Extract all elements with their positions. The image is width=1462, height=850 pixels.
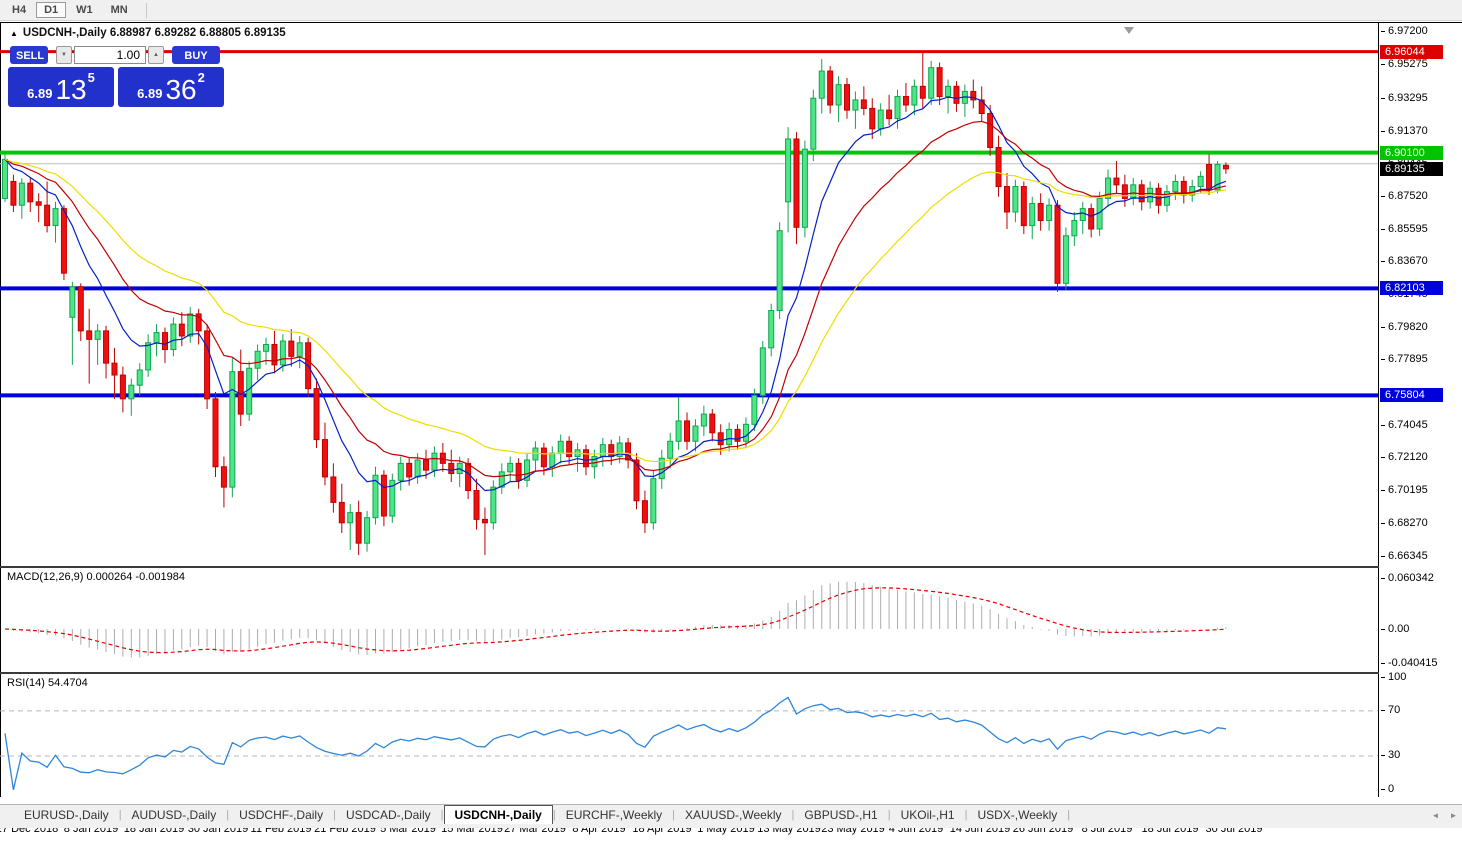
chart-title: ▲ USDCNH-,Daily 6.88987 6.89282 6.88805 6…	[10, 27, 286, 39]
chart-tab[interactable]: USDCNH-,Daily	[443, 805, 553, 825]
tab-separator: |	[226, 809, 230, 821]
sell-price-tile[interactable]: 6.89 13 5	[8, 67, 114, 107]
timeframe-toolbar: H4 D1 W1 MN	[0, 0, 1462, 21]
macd-indicator-chart[interactable]	[0, 569, 1378, 671]
volume-decrement-button[interactable]: ▼	[56, 46, 72, 64]
chart-shift-marker-icon[interactable]	[1124, 27, 1134, 34]
chart-tab[interactable]: USDX-,Weekly	[977, 808, 1058, 822]
rsi-label: RSI(14) 54.4704	[7, 677, 88, 689]
macd-axis-label: -0.040415	[1381, 657, 1438, 670]
buy-price-tile[interactable]: 6.89 36 2	[118, 67, 224, 107]
price-axis-label: 6.68270	[1381, 517, 1428, 530]
rsi-axis-label: 0	[1381, 783, 1394, 796]
price-axis-label: 6.74045	[1381, 419, 1428, 432]
price-level-badge: 6.89135	[1380, 162, 1443, 176]
macd-axis-label: 0.060342	[1381, 572, 1434, 585]
rsi-axis-label: 70	[1381, 704, 1400, 717]
tab-separator: |	[333, 809, 336, 821]
tab-separator: |	[440, 809, 444, 821]
sell-price-sup: 5	[87, 70, 95, 85]
price-level-badge: 6.96044	[1380, 45, 1443, 59]
tab-separator: |	[964, 809, 968, 821]
collapse-triangle-icon[interactable]: ▲	[10, 29, 18, 38]
chart-tab-bar: EURUSD-,Daily | AUDUSD-,Daily | USDCHF-,Dail…	[0, 804, 1462, 825]
price-axis-label: 6.95275	[1381, 58, 1428, 71]
price-level-badge: 6.75804	[1380, 388, 1443, 402]
sell-price-prefix: 6.89	[27, 86, 53, 101]
rsi-indicator-chart[interactable]	[0, 675, 1378, 797]
price-axis-label: 6.70195	[1381, 484, 1428, 497]
chart-tab[interactable]: AUDUSD-,Daily	[131, 808, 217, 822]
price-level-badge: 6.90100	[1380, 146, 1443, 160]
spinner-down-icon: ▼	[61, 52, 67, 58]
toolbar-separator	[145, 2, 147, 18]
rsi-axis-label: 30	[1381, 749, 1400, 762]
price-axis-label: 6.79820	[1381, 321, 1428, 334]
macd-label: MACD(12,26,9) 0.000264 -0.001984	[7, 571, 185, 583]
chart-tab[interactable]: UKOil-,H1	[900, 808, 955, 822]
price-axis-label: 6.66345	[1381, 550, 1428, 563]
timeframe-button-mn[interactable]: MN	[103, 2, 136, 18]
chart-window: ▲ USDCNH-,Daily 6.88987 6.89282 6.88805 6…	[0, 22, 1462, 850]
price-axis-label: 6.93295	[1381, 92, 1428, 105]
timeframe-button-w1[interactable]: W1	[68, 2, 101, 18]
buy-button[interactable]: BUY	[172, 46, 220, 64]
timeframe-button-d1[interactable]: D1	[36, 2, 67, 18]
tab-separator: |	[1067, 809, 1071, 821]
scroll-strip[interactable]	[0, 797, 1462, 804]
window-top-border	[0, 22, 1462, 23]
tab-scroll-right-button[interactable]: ►	[1449, 811, 1458, 820]
pane-divider-macd[interactable]	[0, 566, 1379, 568]
price-axis-label: 6.83670	[1381, 255, 1428, 268]
chart-title-text: USDCNH-,Daily 6.88987 6.89282 6.88805 6.…	[22, 27, 286, 39]
pane-divider-rsi[interactable]	[0, 672, 1379, 674]
chart-tab[interactable]: EURUSD-,Daily	[24, 808, 109, 822]
price-axis-label: 6.72120	[1381, 451, 1428, 464]
chart-tab[interactable]: USDCAD-,Daily	[345, 808, 431, 822]
tab-separator: |	[887, 809, 891, 821]
candlestick-chart[interactable]	[0, 23, 1378, 566]
volume-input[interactable]	[74, 46, 146, 64]
price-axis-label: 6.97200	[1381, 25, 1428, 38]
buy-price-sup: 2	[197, 70, 205, 85]
price-level-badge: 6.82103	[1380, 281, 1443, 295]
buy-price-big: 36	[165, 74, 197, 105]
price-axis-label: 6.87520	[1381, 190, 1428, 203]
tab-separator: |	[552, 809, 556, 821]
volume-increment-button[interactable]: ▲	[148, 46, 164, 64]
spinner-up-icon: ▲	[153, 52, 159, 58]
sell-button[interactable]: SELL	[10, 46, 48, 64]
timeframe-button-h4[interactable]: H4	[4, 2, 34, 18]
macd-axis-label: 0.00	[1381, 623, 1409, 636]
chart-tab[interactable]: XAUUSD-,Weekly	[685, 808, 782, 822]
tab-separator: |	[791, 809, 795, 821]
sell-price-big: 13	[55, 74, 87, 105]
price-axis-label: 6.91370	[1381, 125, 1428, 138]
chart-tab[interactable]: GBPUSD-,H1	[804, 808, 878, 822]
tab-scroll-left-button[interactable]: ◄	[1431, 811, 1440, 820]
buy-price-prefix: 6.89	[137, 86, 163, 101]
price-axis-border	[1378, 22, 1379, 800]
chart-tab[interactable]: USDCHF-,Daily	[239, 808, 324, 822]
chart-tab[interactable]: EURCHF-,Weekly	[565, 808, 663, 822]
window-left-border	[0, 22, 1, 818]
tab-separator: |	[672, 809, 676, 821]
price-axis-label: 6.85595	[1381, 223, 1428, 236]
status-strip	[0, 824, 1462, 828]
rsi-axis-label: 100	[1381, 671, 1406, 684]
price-axis-label: 6.77895	[1381, 353, 1428, 366]
tab-separator: |	[118, 809, 122, 821]
